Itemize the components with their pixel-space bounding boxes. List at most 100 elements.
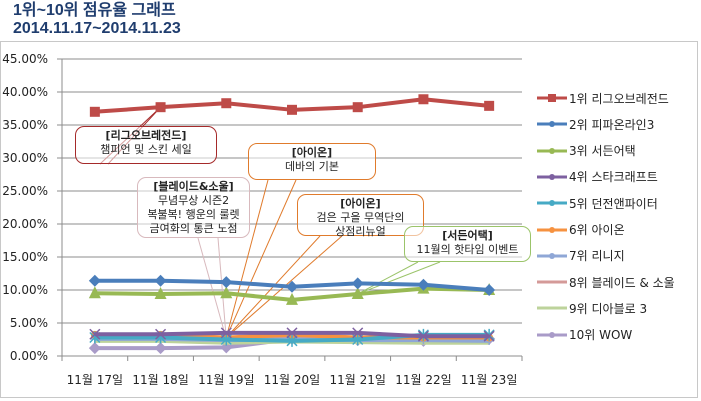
x-tick-label: 11월 19일 [198, 373, 254, 387]
annotation-text: 11월의 핫타임 이벤트 [416, 243, 519, 256]
y-tick-label: 40.00% [2, 85, 48, 99]
legend-swatch-icon [537, 147, 567, 154]
legend-swatch-icon [537, 226, 567, 233]
legend-swatch-icon [537, 200, 567, 207]
legend-label: 3위 서든어택 [569, 144, 636, 159]
data-point-1 [352, 102, 363, 113]
y-tick-label: 10.00% [2, 283, 48, 297]
data-point-2 [220, 276, 233, 289]
annotation-text: 무념무상 시즌2 [157, 194, 230, 207]
callout-pointer [357, 261, 441, 295]
x-tick-label: 11월 18일 [132, 373, 188, 387]
legend-item: 7위 리니지 [537, 248, 625, 264]
annotation-callout: [아이온] 데바의 기본 [248, 143, 376, 180]
annotation-title: [서든어택] [442, 229, 493, 242]
annotation-title: [아이온] [291, 146, 333, 159]
data-point-5 [483, 328, 495, 341]
annotation-callout: [아이온] 검은 구을 무역단의 상점리뉴얼 [297, 194, 424, 238]
x-tick-label: 11월 23일 [461, 373, 517, 387]
annotation-text: 챔피언 및 스킨 세일 [100, 143, 192, 156]
chart-title-block: 1위~10위 점유율 그래프 2014.11.17~2014.11.23 [13, 2, 181, 38]
legend-label: 8위 블레이드 & 소울 [569, 275, 675, 290]
x-tick-label: 11월 20일 [264, 373, 320, 387]
data-point-4 [417, 330, 429, 342]
data-point-2 [286, 280, 298, 293]
data-point-2 [351, 277, 364, 290]
legend-swatch-icon [537, 94, 567, 102]
legend-item: 5위 던전앤파이터 [537, 195, 658, 211]
y-tick-label: 30.00% [2, 151, 48, 165]
data-point-4 [483, 330, 495, 342]
data-point-3 [154, 286, 167, 299]
y-tick-label: 20.00% [2, 217, 48, 231]
data-point-4 [220, 327, 232, 339]
legend-item: 9위 디아블로 3 [537, 300, 647, 316]
annotation-text: 검은 구을 무역단의 [316, 211, 405, 224]
data-point-5 [286, 334, 298, 347]
data-point-3 [220, 286, 233, 299]
legend-item: 6위 아이온 [537, 222, 625, 238]
annotation-callout: [서든어택] 11월의 핫타임 이벤트 [404, 226, 531, 262]
x-tick-label: 11월 21일 [329, 373, 385, 387]
callout-pointer [357, 261, 419, 295]
legend-label: 6위 아이온 [569, 223, 625, 237]
annotation-title: [아이온] [340, 197, 381, 210]
data-point-2 [417, 278, 430, 291]
callout-pointer [197, 237, 227, 339]
annotation-text: 상점리뉴얼 [335, 225, 386, 238]
legend-swatch-icon [537, 121, 567, 128]
legend-item: 1위 리그오브레전드 [537, 90, 669, 106]
legend-item: 4위 스타크래프트 [537, 169, 658, 185]
y-tick-label: 35.00% [2, 118, 48, 132]
data-point-3 [88, 286, 101, 299]
y-tick-label: 0.00% [10, 349, 48, 363]
y-tick-label: 15.00% [2, 250, 48, 264]
chart-frame [0, 41, 698, 398]
callout-pointer [225, 179, 269, 338]
chart-subtitle: 2014.11.17~2014.11.23 [13, 20, 181, 37]
data-point-3 [286, 292, 298, 305]
x-tick-label: 11월 17일 [67, 373, 123, 387]
legend-label: 9위 디아블로 3 [569, 301, 648, 316]
legend-label: 7위 리니지 [569, 249, 625, 264]
legend-label: 1위 리그오브레전드 [569, 91, 669, 106]
annotation-text: 데바의 기본 [284, 160, 340, 173]
data-point-1 [418, 94, 429, 105]
legend-swatch-icon [537, 306, 567, 310]
data-point-1 [155, 102, 166, 113]
data-point-4 [352, 327, 364, 339]
legend-label: 4위 스타크래프트 [569, 170, 658, 185]
legend-item: 2위 피파온라인3 [537, 116, 654, 132]
legend-label: 10위 WOW [569, 328, 633, 343]
data-point-4 [155, 328, 167, 340]
legend-swatch-icon [537, 252, 567, 259]
data-point-4 [89, 328, 101, 340]
data-point-1 [484, 100, 495, 111]
y-tick-label: 5.00% [10, 316, 48, 330]
data-point-10 [88, 342, 101, 355]
legend-item: 10위 WOW [537, 327, 632, 343]
legend-swatch-icon [537, 280, 567, 284]
chart-title: 1위~10위 점유율 그래프 [13, 2, 176, 19]
data-point-2 [483, 284, 496, 296]
y-tick-label: 25.00% [2, 184, 48, 198]
legend-swatch-icon [537, 173, 567, 180]
legend-item: 3위 서든어택 [537, 143, 636, 159]
annotation-title: [리그오브레전드] [105, 129, 187, 142]
legend-label: 5위 던전앤파이터 [569, 196, 658, 211]
annotation-title: [블레이드&소울] [153, 180, 234, 193]
data-point-3 [351, 286, 364, 299]
callout-pointer [225, 179, 297, 338]
legend-item: 8위 블레이드 & 소울 [537, 274, 675, 290]
data-point-1 [287, 104, 297, 115]
x-tick-label: 11월 22일 [395, 373, 451, 387]
data-point-2 [88, 274, 101, 287]
data-point-1 [89, 106, 100, 117]
annotation-callout: [블레이드&소울] 무념무상 시즌2 복불복! 행운의 룰렛 금여화의 통큰 노점 [137, 177, 250, 238]
data-point-1 [221, 98, 232, 109]
annotation-text: 복불복! 행운의 룰렛 [147, 208, 240, 221]
annotation-callout: [리그오브레전드] 챔피언 및 스킨 세일 [75, 126, 217, 164]
annotation-text: 금여화의 통큰 노점 [149, 222, 238, 235]
callout-pointer [217, 237, 227, 339]
